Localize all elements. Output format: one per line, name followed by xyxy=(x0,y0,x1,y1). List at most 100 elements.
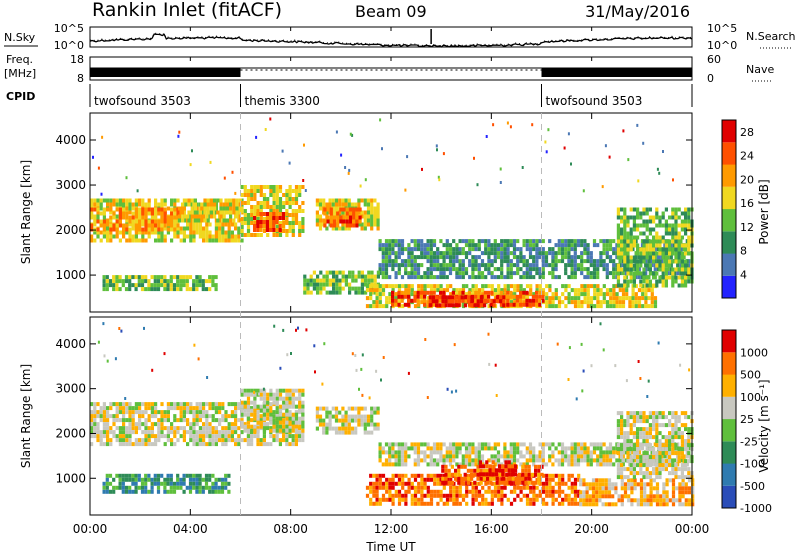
heatmap-cell xyxy=(375,284,379,289)
heatmap-cell xyxy=(141,207,145,212)
heatmap-cell xyxy=(429,290,433,295)
heatmap-cell xyxy=(497,493,501,498)
heatmap-cell xyxy=(616,239,620,244)
heatmap-cell xyxy=(669,243,673,248)
heatmap-cell xyxy=(282,434,286,439)
heatmap-cell xyxy=(262,434,266,439)
heatmap-cell xyxy=(128,279,132,284)
heatmap-cell xyxy=(163,238,167,243)
heatmap-cell xyxy=(626,215,630,220)
heatmap-cell xyxy=(442,275,446,280)
heatmap-cell xyxy=(677,251,681,256)
heatmap-cell xyxy=(157,207,161,212)
heatmap-cell xyxy=(288,410,292,415)
heatmap-cell xyxy=(429,259,433,264)
heatmap-cell xyxy=(516,247,520,252)
heatmap-cell xyxy=(99,206,103,211)
heatmap-cell xyxy=(508,480,512,485)
heatmap-cell xyxy=(567,243,571,248)
heatmap-cell xyxy=(593,288,597,293)
heatmap-cell xyxy=(535,239,539,244)
heatmap-cell xyxy=(452,485,456,490)
heatmap-cell xyxy=(326,219,330,224)
heatmap-cell xyxy=(391,493,395,498)
heatmap-cell xyxy=(592,263,597,268)
heatmap-cell xyxy=(538,302,542,307)
heatmap-cell xyxy=(121,477,125,482)
heatmap-cell xyxy=(282,438,286,443)
heatmap-cell xyxy=(335,290,339,295)
heatmap-cell xyxy=(583,442,587,447)
heatmap-cell xyxy=(253,388,257,393)
heatmap-cell xyxy=(541,485,546,490)
heatmap-cell xyxy=(397,300,402,305)
heatmap-cell xyxy=(243,438,247,443)
heatmap-cell xyxy=(272,228,276,232)
heatmap-cell xyxy=(269,428,273,433)
heatmap-cell xyxy=(166,406,170,411)
heatmap-cell xyxy=(250,412,254,417)
heatmap-cell xyxy=(500,497,504,502)
heatmap-cell xyxy=(493,493,498,498)
heatmap-cell xyxy=(474,275,478,280)
heatmap-cell xyxy=(564,450,568,455)
heatmap-cell xyxy=(500,267,504,272)
heatmap-cell xyxy=(176,473,180,478)
heatmap-cell xyxy=(560,251,565,256)
heatmap-cell xyxy=(208,234,212,239)
heatmap-cell xyxy=(154,219,158,224)
heatmap-cell xyxy=(535,267,539,272)
heatmap-cell xyxy=(564,304,568,309)
heatmap-cell xyxy=(360,274,364,279)
heatmap-cell xyxy=(288,426,292,431)
heatmap-cell xyxy=(301,438,305,443)
heatmap-cell xyxy=(477,239,481,244)
heatmap-cell xyxy=(322,418,326,423)
heatmap-cell xyxy=(596,458,600,463)
heatmap-cell xyxy=(580,442,584,447)
heatmap-cell xyxy=(484,275,488,280)
heatmap-cell xyxy=(150,223,154,228)
heatmap-cell xyxy=(288,416,292,421)
heatmap-cell xyxy=(378,267,382,272)
heatmap-cell xyxy=(677,243,681,248)
heatmap-cell xyxy=(580,446,584,451)
heatmap-cell xyxy=(176,230,180,235)
heatmap-cell xyxy=(652,283,656,288)
heatmap-cell xyxy=(345,223,349,228)
heatmap-cell xyxy=(355,211,359,216)
heatmap-cell xyxy=(551,267,555,272)
heatmap-cell xyxy=(445,243,449,248)
heatmap-cell xyxy=(112,422,116,427)
heatmap-cell xyxy=(262,220,266,224)
heatmap-cell xyxy=(612,454,616,459)
heatmap-cell xyxy=(564,263,568,268)
heatmap-cell xyxy=(344,198,348,203)
heatmap-cell xyxy=(663,263,667,268)
heatmap-cell xyxy=(208,222,212,227)
heatmap-cell xyxy=(347,422,351,427)
heatmap-cell xyxy=(612,239,616,244)
heatmap-cell xyxy=(102,198,106,203)
heatmap-cell xyxy=(253,213,257,217)
heatmap-cell xyxy=(455,259,459,264)
heatmap-cell xyxy=(516,284,520,289)
heatmap-cell xyxy=(140,489,145,494)
heatmap-cell xyxy=(576,239,581,244)
heatmap-cell xyxy=(503,251,507,256)
heatmap-cell xyxy=(636,207,640,212)
heatmap-cell xyxy=(291,221,295,225)
heatmap-cell xyxy=(163,226,167,231)
heatmap-cell xyxy=(493,462,497,467)
heatmap-cell xyxy=(515,294,519,299)
heatmap-cell xyxy=(156,283,161,288)
heatmap-cell xyxy=(259,224,263,228)
heatmap-cell xyxy=(186,422,190,427)
heatmap-cell xyxy=(219,206,223,211)
heatmap-cell xyxy=(160,426,164,431)
heatmap-cell xyxy=(177,134,180,138)
heatmap-cell xyxy=(153,283,157,288)
heatmap-cell xyxy=(448,454,453,459)
heatmap-cell xyxy=(256,220,260,224)
heatmap-cell xyxy=(404,454,408,459)
